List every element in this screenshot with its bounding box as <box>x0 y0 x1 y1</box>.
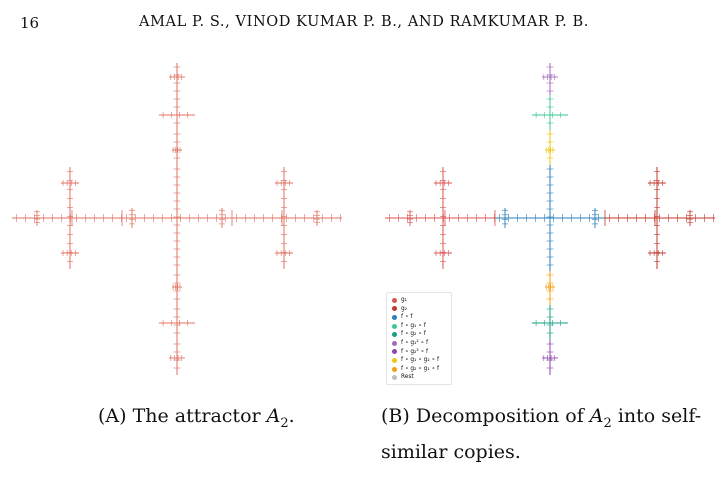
legend-label: Rest <box>401 374 414 381</box>
page-number: 16 <box>20 14 40 32</box>
caption-b-text-after: into self-similar copies. <box>381 405 702 463</box>
caption-a: (A) The attractor A2. <box>98 402 295 438</box>
attractor-figure <box>12 63 342 375</box>
legend-item: f ∘ g₁² ∘ f <box>392 339 447 348</box>
caption-a-math: A2 <box>266 405 289 431</box>
legend-label: f ∘ g₁ ∘ g₂ ∘ f <box>401 357 440 364</box>
legend-marker <box>392 340 397 346</box>
running-head: AMAL P. S., VINOD KUMAR P. B., AND RAMKU… <box>139 14 589 30</box>
caption-a-end: . <box>288 405 295 427</box>
legend-item: g₁ <box>392 296 447 305</box>
decomposition-legend: g₁ g₂ f ∘ f f ∘ g₁ ∘ f f ∘ g₂ ∘ f f ∘ g₁… <box>386 292 452 385</box>
legend-marker <box>392 332 397 338</box>
legend-label: g₂ <box>401 305 408 312</box>
legend-marker <box>392 357 397 363</box>
caption-a-text: The attractor <box>132 405 267 427</box>
legend-item: f ∘ g₂² ∘ f <box>392 348 447 357</box>
legend-marker <box>392 323 397 329</box>
page-header: 16 AMAL P. S., VINOD KUMAR P. B., AND RA… <box>0 0 728 40</box>
caption-b-math: A2 <box>589 405 612 431</box>
legend-marker <box>392 366 397 372</box>
legend-item: f ∘ g₂ ∘ f <box>392 330 447 339</box>
legend-marker <box>392 375 397 381</box>
legend-label: f ∘ g₁ ∘ f <box>401 322 426 329</box>
legend-marker <box>392 306 397 312</box>
legend-marker <box>392 314 397 320</box>
legend-item: Rest <box>392 373 447 382</box>
legend-label: f ∘ g₂ ∘ g₁ ∘ f <box>401 365 440 372</box>
legend-marker <box>392 297 397 303</box>
decomposition-figure <box>385 63 715 375</box>
legend-label: f ∘ g₁² ∘ f <box>401 339 429 346</box>
caption-b-text-before: Decomposition of <box>415 405 590 427</box>
caption-b-letter: (B) <box>381 405 410 427</box>
legend-marker <box>392 349 397 355</box>
legend-item: f ∘ g₁ ∘ f <box>392 322 447 331</box>
legend-label: f ∘ g₂² ∘ f <box>401 348 429 355</box>
legend-item: f ∘ g₂ ∘ g₁ ∘ f <box>392 365 447 374</box>
caption-a-letter: (A) <box>98 405 127 427</box>
legend-item: f ∘ g₁ ∘ g₂ ∘ f <box>392 356 447 365</box>
legend-label: f ∘ f <box>401 314 413 321</box>
legend-label: g₁ <box>401 297 408 303</box>
caption-b: (B) Decomposition of A2 into self-simila… <box>381 402 726 466</box>
legend-item: g₂ <box>392 305 447 314</box>
legend-label: f ∘ g₂ ∘ f <box>401 331 426 338</box>
legend-item: f ∘ f <box>392 313 447 322</box>
